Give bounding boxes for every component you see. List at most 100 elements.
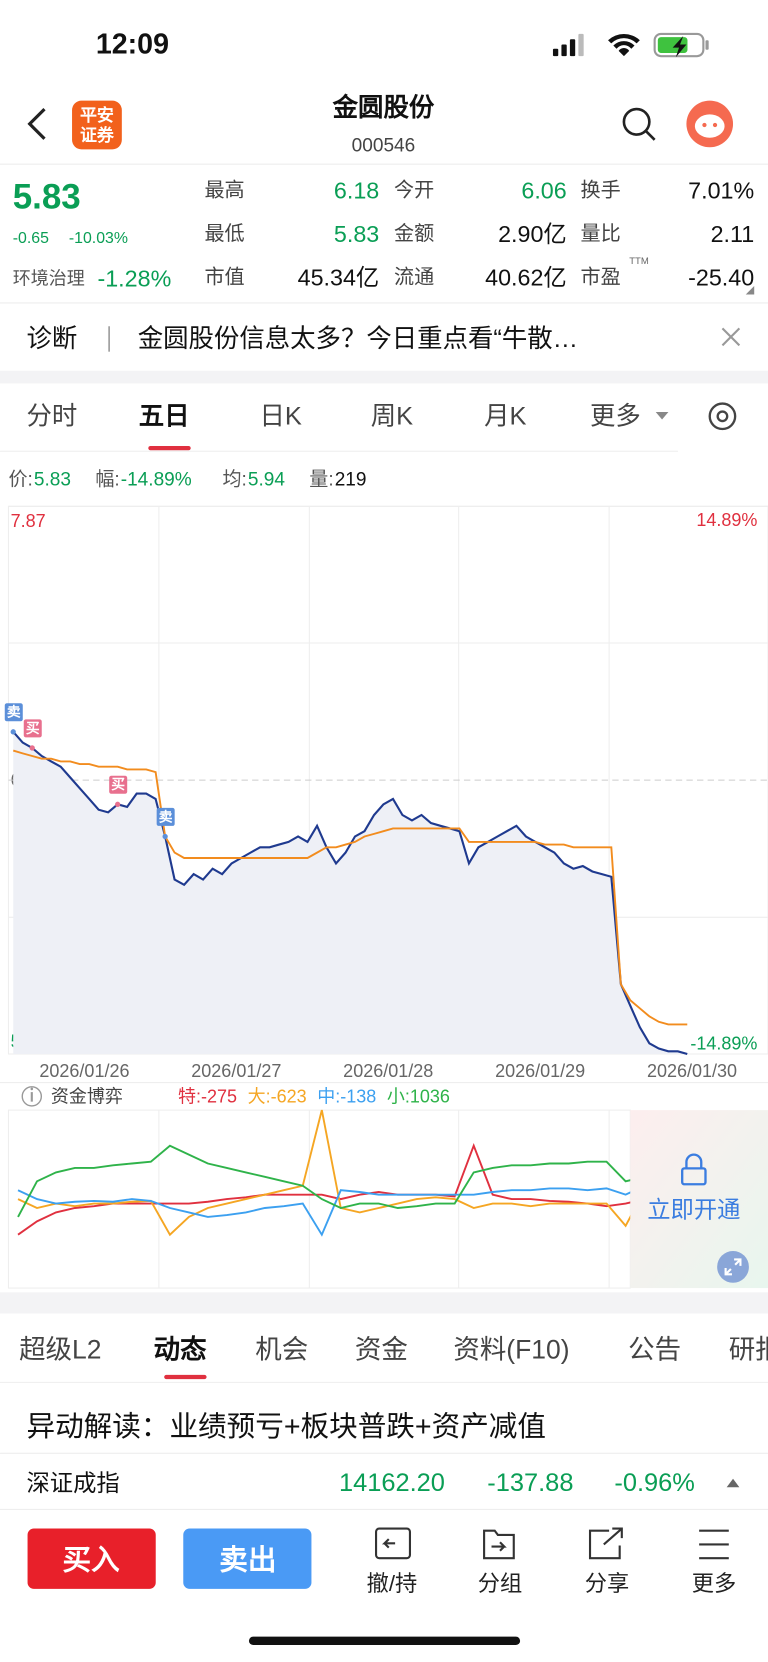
field-value: 5.83 xyxy=(334,221,379,247)
fund-legend: 特:-275 xyxy=(178,1086,237,1106)
field-label: 量比 xyxy=(580,222,620,245)
x-tick-label: 2026/01/27 xyxy=(191,1061,281,1081)
action-label[interactable]: 分享 xyxy=(585,1571,629,1596)
logo xyxy=(72,100,122,150)
close-button[interactable] xyxy=(721,327,741,347)
price-area xyxy=(13,731,688,1054)
band xyxy=(0,1292,768,1314)
action-icons xyxy=(374,1527,729,1560)
tab[interactable]: 更多 xyxy=(590,402,641,430)
signal-text: 卖 xyxy=(159,808,173,824)
x-tick-label: 2026/01/29 xyxy=(495,1061,585,1081)
y2-tick-label: 14.89% xyxy=(696,510,757,530)
index-pct: -0.96% xyxy=(614,1469,695,1497)
signal-point xyxy=(10,729,16,735)
content-tab[interactable]: 公告 xyxy=(628,1335,681,1365)
logo-text: 证券 xyxy=(80,125,115,145)
info-value: 5.94 xyxy=(248,469,285,490)
diagnosis-text[interactable]: 金圆股份信息太多？今日重点看“牛散… xyxy=(138,325,578,353)
info-icon[interactable] xyxy=(21,1086,43,1107)
tab[interactable]: 日K xyxy=(260,402,302,430)
info-value: -14.89% xyxy=(121,469,192,490)
fund-legend: 小:1036 xyxy=(387,1086,450,1106)
field-value: -25.40 xyxy=(688,265,754,291)
signal-text: 卖 xyxy=(7,704,21,720)
tab[interactable]: 周K xyxy=(371,402,413,430)
expand-caret[interactable] xyxy=(726,1478,740,1488)
stock-name: 金圆股份 xyxy=(332,93,435,122)
sell-label[interactable]: 卖出 xyxy=(219,1544,276,1576)
field-label: 今开 xyxy=(394,179,434,202)
action-label[interactable]: 撤/持 xyxy=(367,1571,418,1596)
index-change: -137.88 xyxy=(487,1469,573,1497)
content-tab[interactable]: 机会 xyxy=(255,1335,308,1365)
tab-underline xyxy=(164,1374,207,1380)
content-tab[interactable]: 动态 xyxy=(154,1335,207,1365)
signal-text: 买 xyxy=(26,721,40,736)
fund-legend: 大:-623 xyxy=(248,1086,307,1106)
news-headline[interactable]: 异动解读：业绩预亏+板块普跌+资产减值 xyxy=(26,1411,545,1443)
signal-badge xyxy=(23,719,42,738)
unlock-text[interactable]: 立即开通 xyxy=(647,1197,740,1223)
content-tab[interactable]: 超级L2 xyxy=(19,1335,101,1365)
info-value: 5.83 xyxy=(34,469,71,490)
fund-title: 资金博弈 xyxy=(51,1086,123,1106)
signal-point xyxy=(115,801,121,807)
diagnosis-label: 诊断 xyxy=(26,325,77,353)
stock-code: 000546 xyxy=(352,136,416,157)
sector-name: 环境治理 xyxy=(13,269,85,289)
average-line xyxy=(12,749,688,1026)
avatar[interactable] xyxy=(686,100,734,148)
index-value: 14162.20 xyxy=(339,1469,445,1497)
sector-pct: -1.28% xyxy=(97,266,171,292)
tab[interactable]: 月K xyxy=(484,402,526,430)
field-value: 7.01% xyxy=(688,178,754,204)
y2-tick-label: -14.89% xyxy=(690,1033,757,1053)
field-label: 市值 xyxy=(204,266,244,289)
signal-badge xyxy=(109,775,128,794)
buy-label[interactable]: 买入 xyxy=(63,1544,121,1576)
tab[interactable]: 分时 xyxy=(26,402,77,430)
y-tick-label: 7.87 xyxy=(11,511,46,531)
status-time: 12:09 xyxy=(96,28,169,60)
fund-grid xyxy=(158,1110,610,1289)
tab[interactable]: 五日 xyxy=(139,402,190,430)
field-label: 金额 xyxy=(394,222,434,245)
field-value: 6.06 xyxy=(521,178,566,204)
fullscreen-button[interactable] xyxy=(717,1251,749,1283)
content-tab[interactable]: 资金 xyxy=(355,1335,408,1365)
fund-line xyxy=(17,1184,645,1237)
action-label[interactable]: 分组 xyxy=(478,1571,522,1596)
signal-badge xyxy=(4,703,23,722)
field-value: 40.62亿 xyxy=(485,265,567,291)
action-label[interactable]: 更多 xyxy=(692,1571,736,1596)
field-label: 最低 xyxy=(204,222,244,245)
field-label: 最高 xyxy=(204,179,244,202)
search-button[interactable] xyxy=(622,107,656,141)
home-indicator xyxy=(248,1636,521,1646)
field-value: 2.11 xyxy=(711,221,755,247)
signal-text: 买 xyxy=(111,777,125,792)
change: -0.65 xyxy=(13,230,49,247)
sell-button[interactable] xyxy=(183,1528,312,1589)
logo-text: 平安 xyxy=(80,105,114,125)
content-tab[interactable]: 资料(F10) xyxy=(453,1335,569,1365)
signal-badge xyxy=(156,807,175,826)
info-value: 219 xyxy=(335,469,367,490)
field-value: 6.18 xyxy=(334,178,379,204)
x-tick-label: 2026/01/26 xyxy=(39,1061,129,1081)
field-value: 45.34亿 xyxy=(298,265,380,291)
content-tab[interactable]: 研报 xyxy=(729,1335,768,1365)
info-label: 均: xyxy=(222,468,246,490)
band xyxy=(0,370,768,384)
field-label: 换手 xyxy=(580,179,620,202)
signal-point xyxy=(29,745,35,751)
back-button[interactable] xyxy=(27,107,46,140)
fund-line xyxy=(17,1144,645,1218)
field-sup: TTM xyxy=(629,256,649,267)
price-line xyxy=(12,731,688,1055)
settings-button[interactable] xyxy=(708,402,737,431)
info-label: 量: xyxy=(309,469,333,490)
buy-button[interactable] xyxy=(27,1528,156,1589)
